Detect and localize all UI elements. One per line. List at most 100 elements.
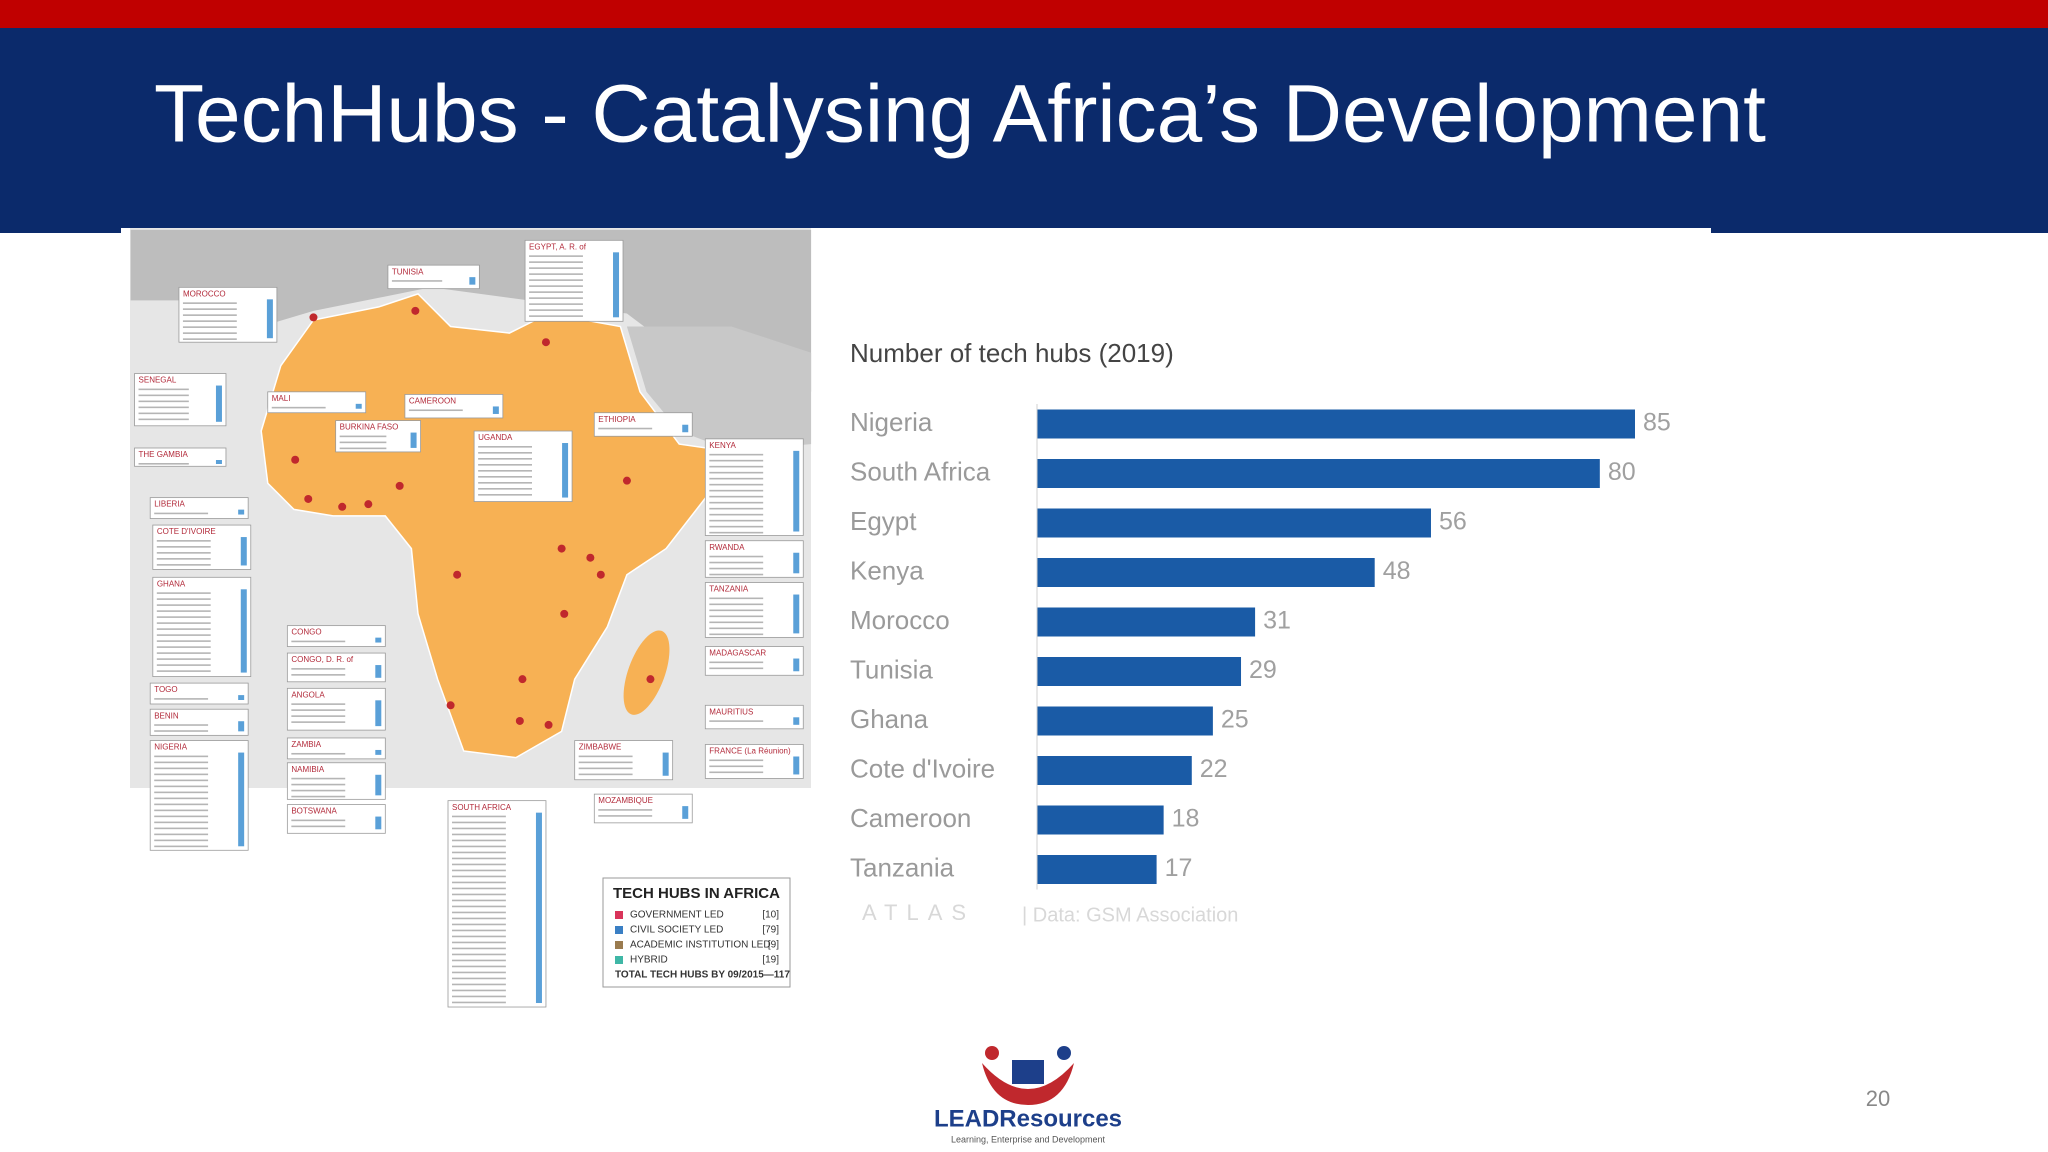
country-name: BENIN [154,711,179,720]
hub-list-line [452,995,506,998]
value-label: 22 [1200,755,1228,783]
hub-type-marks [793,717,800,725]
country-name: CONGO, D. R. of [291,655,354,664]
hub-pin [338,502,347,511]
hub-list-line [709,720,764,722]
hub-list-line [709,465,764,468]
country-box [152,576,252,677]
hub-list-line [598,809,653,811]
hub-list-line [598,815,653,817]
category-label: Tanzania [850,852,955,882]
hub-list-line [138,418,189,421]
hub-pin [453,570,462,579]
hub-type-marks [562,443,569,498]
hub-list-line [154,809,209,812]
hub-list-line [709,507,764,510]
legend-swatch [615,926,623,934]
legend-label: HYBRID [630,955,668,966]
hub-list-line [529,255,583,257]
hub-list-line [452,833,506,836]
hub-list-line [154,815,209,818]
hub-list-line [709,477,764,480]
country-name: MALI [272,394,291,403]
country-name: TOGO [154,685,177,694]
hub-list-line [291,752,346,755]
category-label: South Africa [850,456,991,486]
hub-type-marks [375,816,382,830]
hub-list-line [709,661,764,664]
hub-list-line [154,767,209,770]
hub-list-line [154,779,209,782]
hub-pin [646,675,655,684]
hub-type-marks [793,450,800,532]
hub-list-line [709,525,764,528]
hub-pin [304,494,313,503]
country-box [387,264,480,290]
country-name: EGYPT, A. R. of [529,242,587,251]
hub-type-marks [682,424,689,433]
logo-tagline: Learning, Enterprise and Development [951,1134,1106,1144]
hub-list-line [452,887,506,890]
hub-list-line [709,519,764,522]
hub-list-line [452,905,506,908]
country-box [593,412,693,437]
hub-list-line [182,314,237,316]
hub-list-line [452,839,506,842]
country-box [574,740,674,781]
hub-type-marks [240,589,247,673]
hub-list-line [291,721,346,723]
hub-list-line [452,893,506,896]
hub-list-line [156,670,211,672]
hub-list-line [291,674,346,676]
hub-list-line [452,899,506,902]
value-label: 17 [1165,854,1193,882]
value-label: 25 [1221,706,1249,734]
hub-list-line [291,795,346,798]
hub-list-line [709,483,764,486]
hub-list-line [339,447,387,450]
hub-type-marks [238,695,245,700]
hub-list-line [291,783,346,786]
hub-list-line [156,546,211,548]
hub-list-line [452,815,506,818]
hub-list-line [391,280,443,282]
country-name: UGANDA [478,433,513,442]
hub-list-line [291,668,346,670]
hub-pin [622,476,631,485]
country-box [447,800,547,1008]
hub-list-line [452,845,506,848]
country-name: TUNISIA [392,267,424,276]
hub-type-marks [682,806,689,819]
hub-pin [446,701,455,710]
bar [1037,558,1375,587]
country-name: ZAMBIA [291,740,321,749]
legend-swatch [615,956,623,964]
hub-list-line [529,303,583,305]
hub-list-line [709,531,764,534]
hub-type-marks [662,752,669,776]
hub-list-line [598,427,653,430]
hub-list-line [138,394,189,397]
hub-list-line [709,471,764,474]
hub-list-line [156,540,211,542]
hub-list-line [452,821,506,824]
legend-label: ACADEMIC INSTITUTION LED [630,940,771,951]
category-label: Cote d'Ivoire [850,753,995,783]
hub-list-line [452,977,506,980]
country-name: NIGERIA [154,743,188,752]
hub-pin [518,675,527,684]
hub-list-line [709,667,764,670]
hub-list-line [709,459,764,462]
hub-list-line [452,827,506,830]
map-legend-box [602,877,791,988]
hub-type-marks [375,774,382,796]
hub-list-line [291,819,346,822]
hub-list-line [156,664,211,666]
hub-list-line [709,603,764,606]
country-name: ETHIOPIA [598,415,636,424]
hub-list-line [156,622,211,624]
hub-list-line [452,965,506,968]
hub-list-line [452,929,506,932]
hub-list-line [452,947,506,950]
country-box [704,540,804,578]
